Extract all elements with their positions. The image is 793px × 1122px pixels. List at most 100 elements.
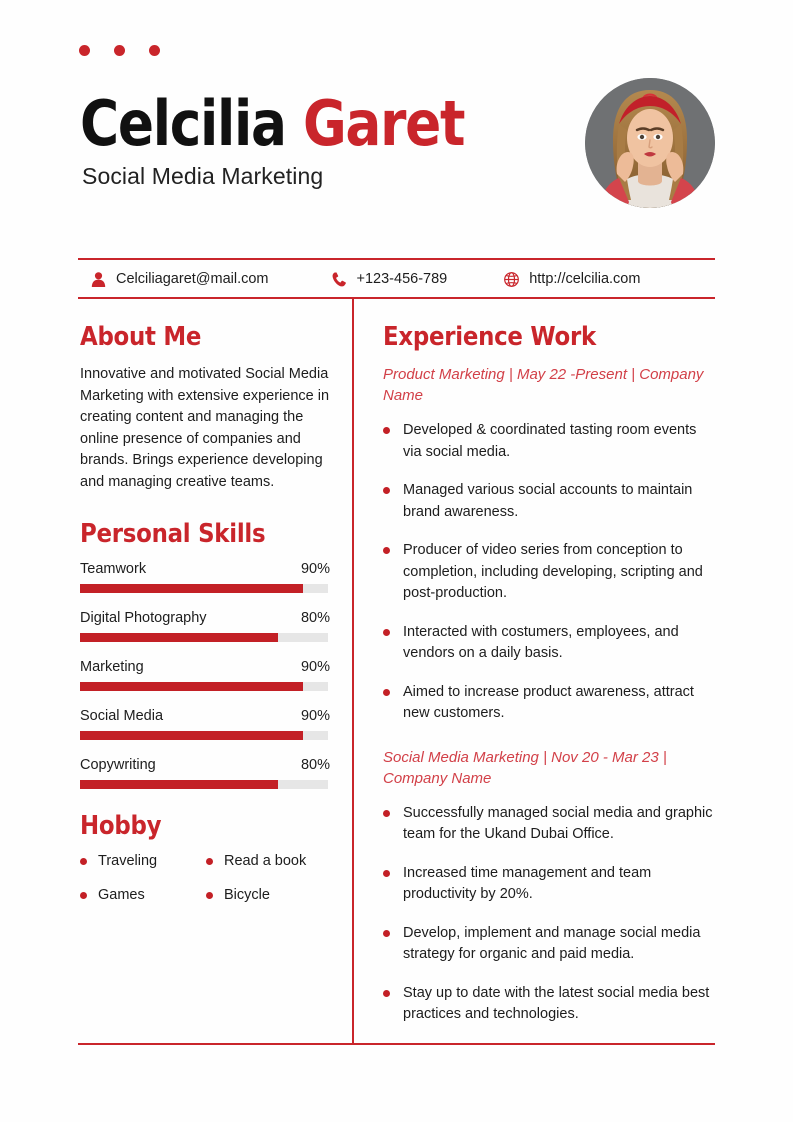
hobby-item: Traveling — [80, 853, 206, 869]
right-column: Experience Work Product Marketing | May … — [383, 322, 715, 1043]
page-title: Celcilia Garet — [80, 92, 465, 156]
duty-item: Develop, implement and manage social med… — [383, 923, 715, 966]
duty-item: Developed & coordinated tasting room eve… — [383, 420, 715, 463]
duty-text: Developed & coordinated tasting room eve… — [403, 422, 697, 460]
dot-2 — [114, 45, 125, 56]
duty-text: Develop, implement and manage social med… — [403, 924, 701, 963]
last-name: Garet — [302, 87, 466, 160]
job-title: Social Media Marketing | Nov 20 - Mar 23… — [383, 748, 667, 787]
decorative-dots — [79, 45, 160, 56]
dot-1 — [79, 45, 90, 56]
skill-bar-track — [80, 780, 328, 789]
bullet-icon — [206, 857, 213, 865]
duty-item: Producer of video series from conception… — [383, 540, 715, 605]
duty-text: Producer of video series from conception… — [403, 542, 703, 601]
bullet-icon — [383, 427, 390, 434]
contact-bar: Celciliagaret@mail.com +123-456-789 http… — [78, 262, 715, 296]
bullet-icon — [383, 809, 390, 817]
contact-website[interactable]: http://celcilia.com — [503, 271, 640, 288]
skill-label: Marketing — [80, 659, 144, 675]
avatar — [585, 78, 715, 208]
skill-item: Teamwork 90% — [80, 561, 330, 593]
phone-icon — [332, 271, 346, 286]
user-icon — [91, 271, 106, 287]
skill-bar-track — [80, 731, 328, 740]
duty-item: Aimed to increase product awareness, att… — [383, 682, 715, 725]
experience-job: Social Media Marketing | Nov 20 - Mar 23… — [383, 747, 715, 1026]
bullet-icon — [206, 891, 213, 899]
skill-item: Digital Photography 80% — [80, 610, 330, 642]
job-subtitle: Social Media Marketing — [82, 163, 324, 189]
resume-header: Celcilia Garet Social Media Marketing — [0, 0, 793, 250]
duty-text: Managed various social accounts to maint… — [403, 482, 693, 520]
experience-heading: Experience Work — [383, 322, 596, 352]
skill-percent: 90% — [300, 659, 330, 675]
portrait-photo — [585, 78, 715, 208]
bullet-icon — [383, 989, 390, 997]
duty-item: Increased time management and team produ… — [383, 863, 715, 906]
skill-percent: 80% — [300, 757, 330, 773]
globe-icon — [504, 271, 520, 287]
duty-item: Stay up to date with the latest social m… — [383, 983, 715, 1026]
hobby-item: Bicycle — [206, 887, 332, 903]
bullet-icon — [80, 891, 87, 899]
skill-bar-fill — [80, 731, 304, 740]
skill-bar-fill — [80, 682, 304, 691]
contact-rule-top — [78, 258, 715, 260]
left-column: About Me Innovative and motivated Social… — [80, 322, 330, 903]
hobby-label: Games — [98, 887, 145, 903]
skill-item: Copywriting 80% — [80, 757, 330, 789]
bullet-icon — [80, 857, 87, 865]
bullet-icon — [383, 929, 390, 937]
duty-item: Interacted with costumers, employees, an… — [383, 622, 715, 665]
skill-label: Digital Photography — [80, 610, 207, 626]
skills-section: Personal Skills Teamwork 90% Digital Pho… — [80, 519, 330, 789]
contact-rule-bottom — [78, 297, 715, 299]
duty-text: Increased time management and team produ… — [403, 864, 652, 903]
hobby-section: Hobby Traveling Read a book Games Bicycl… — [80, 811, 330, 903]
skill-bar-fill — [80, 633, 279, 642]
experience-job: Product Marketing | May 22 -Present | Co… — [383, 364, 715, 725]
skill-label: Social Media — [80, 708, 164, 724]
column-divider — [352, 299, 354, 1043]
contact-phone-text: +123-456-789 — [356, 271, 448, 287]
bullet-icon — [383, 487, 390, 494]
hobby-item: Read a book — [206, 853, 332, 869]
hobby-label: Bicycle — [224, 887, 270, 903]
duty-item: Successfully managed social media and gr… — [383, 803, 715, 846]
hobby-grid: Traveling Read a book Games Bicycle — [80, 853, 330, 903]
skill-bar-fill — [80, 584, 304, 593]
duty-text: Successfully managed social media and gr… — [403, 804, 713, 843]
hobby-item: Games — [80, 887, 206, 903]
skill-label: Teamwork — [80, 561, 147, 577]
skill-bar-track — [80, 633, 328, 642]
duty-item: Managed various social accounts to maint… — [383, 480, 715, 523]
contact-phone[interactable]: +123-456-789 — [331, 271, 448, 288]
job-duties: Developed & coordinated tasting room eve… — [383, 420, 715, 725]
skill-bar-fill — [80, 780, 279, 789]
duty-text: Stay up to date with the latest social m… — [403, 984, 710, 1023]
job-duties: Successfully managed social media and gr… — [383, 803, 715, 1026]
hobby-heading: Hobby — [80, 811, 162, 841]
about-text: Innovative and motivated Social Media Ma… — [80, 366, 330, 490]
first-name: Celcilia — [80, 87, 287, 160]
contact-website-text: http://celcilia.com — [529, 271, 641, 287]
contact-email-text: Celciliagaret@mail.com — [116, 271, 269, 287]
hobby-label: Read a book — [224, 853, 307, 869]
footer-rule — [78, 1043, 715, 1045]
skill-bar-track — [80, 584, 328, 593]
hobby-label: Traveling — [98, 853, 158, 869]
bullet-icon — [383, 869, 390, 877]
bullet-icon — [383, 628, 390, 636]
skill-percent: 90% — [300, 561, 330, 577]
duty-text: Aimed to increase product awareness, att… — [403, 683, 694, 722]
skill-item: Social Media 90% — [80, 708, 330, 740]
skill-percent: 90% — [300, 708, 330, 724]
dot-3 — [149, 45, 160, 56]
skill-bar-track — [80, 682, 328, 691]
contact-email[interactable]: Celciliagaret@mail.com — [90, 271, 269, 288]
skill-item: Marketing 90% — [80, 659, 330, 691]
skill-percent: 80% — [300, 610, 330, 626]
name-block: Celcilia Garet Social Media Marketing — [80, 92, 527, 190]
